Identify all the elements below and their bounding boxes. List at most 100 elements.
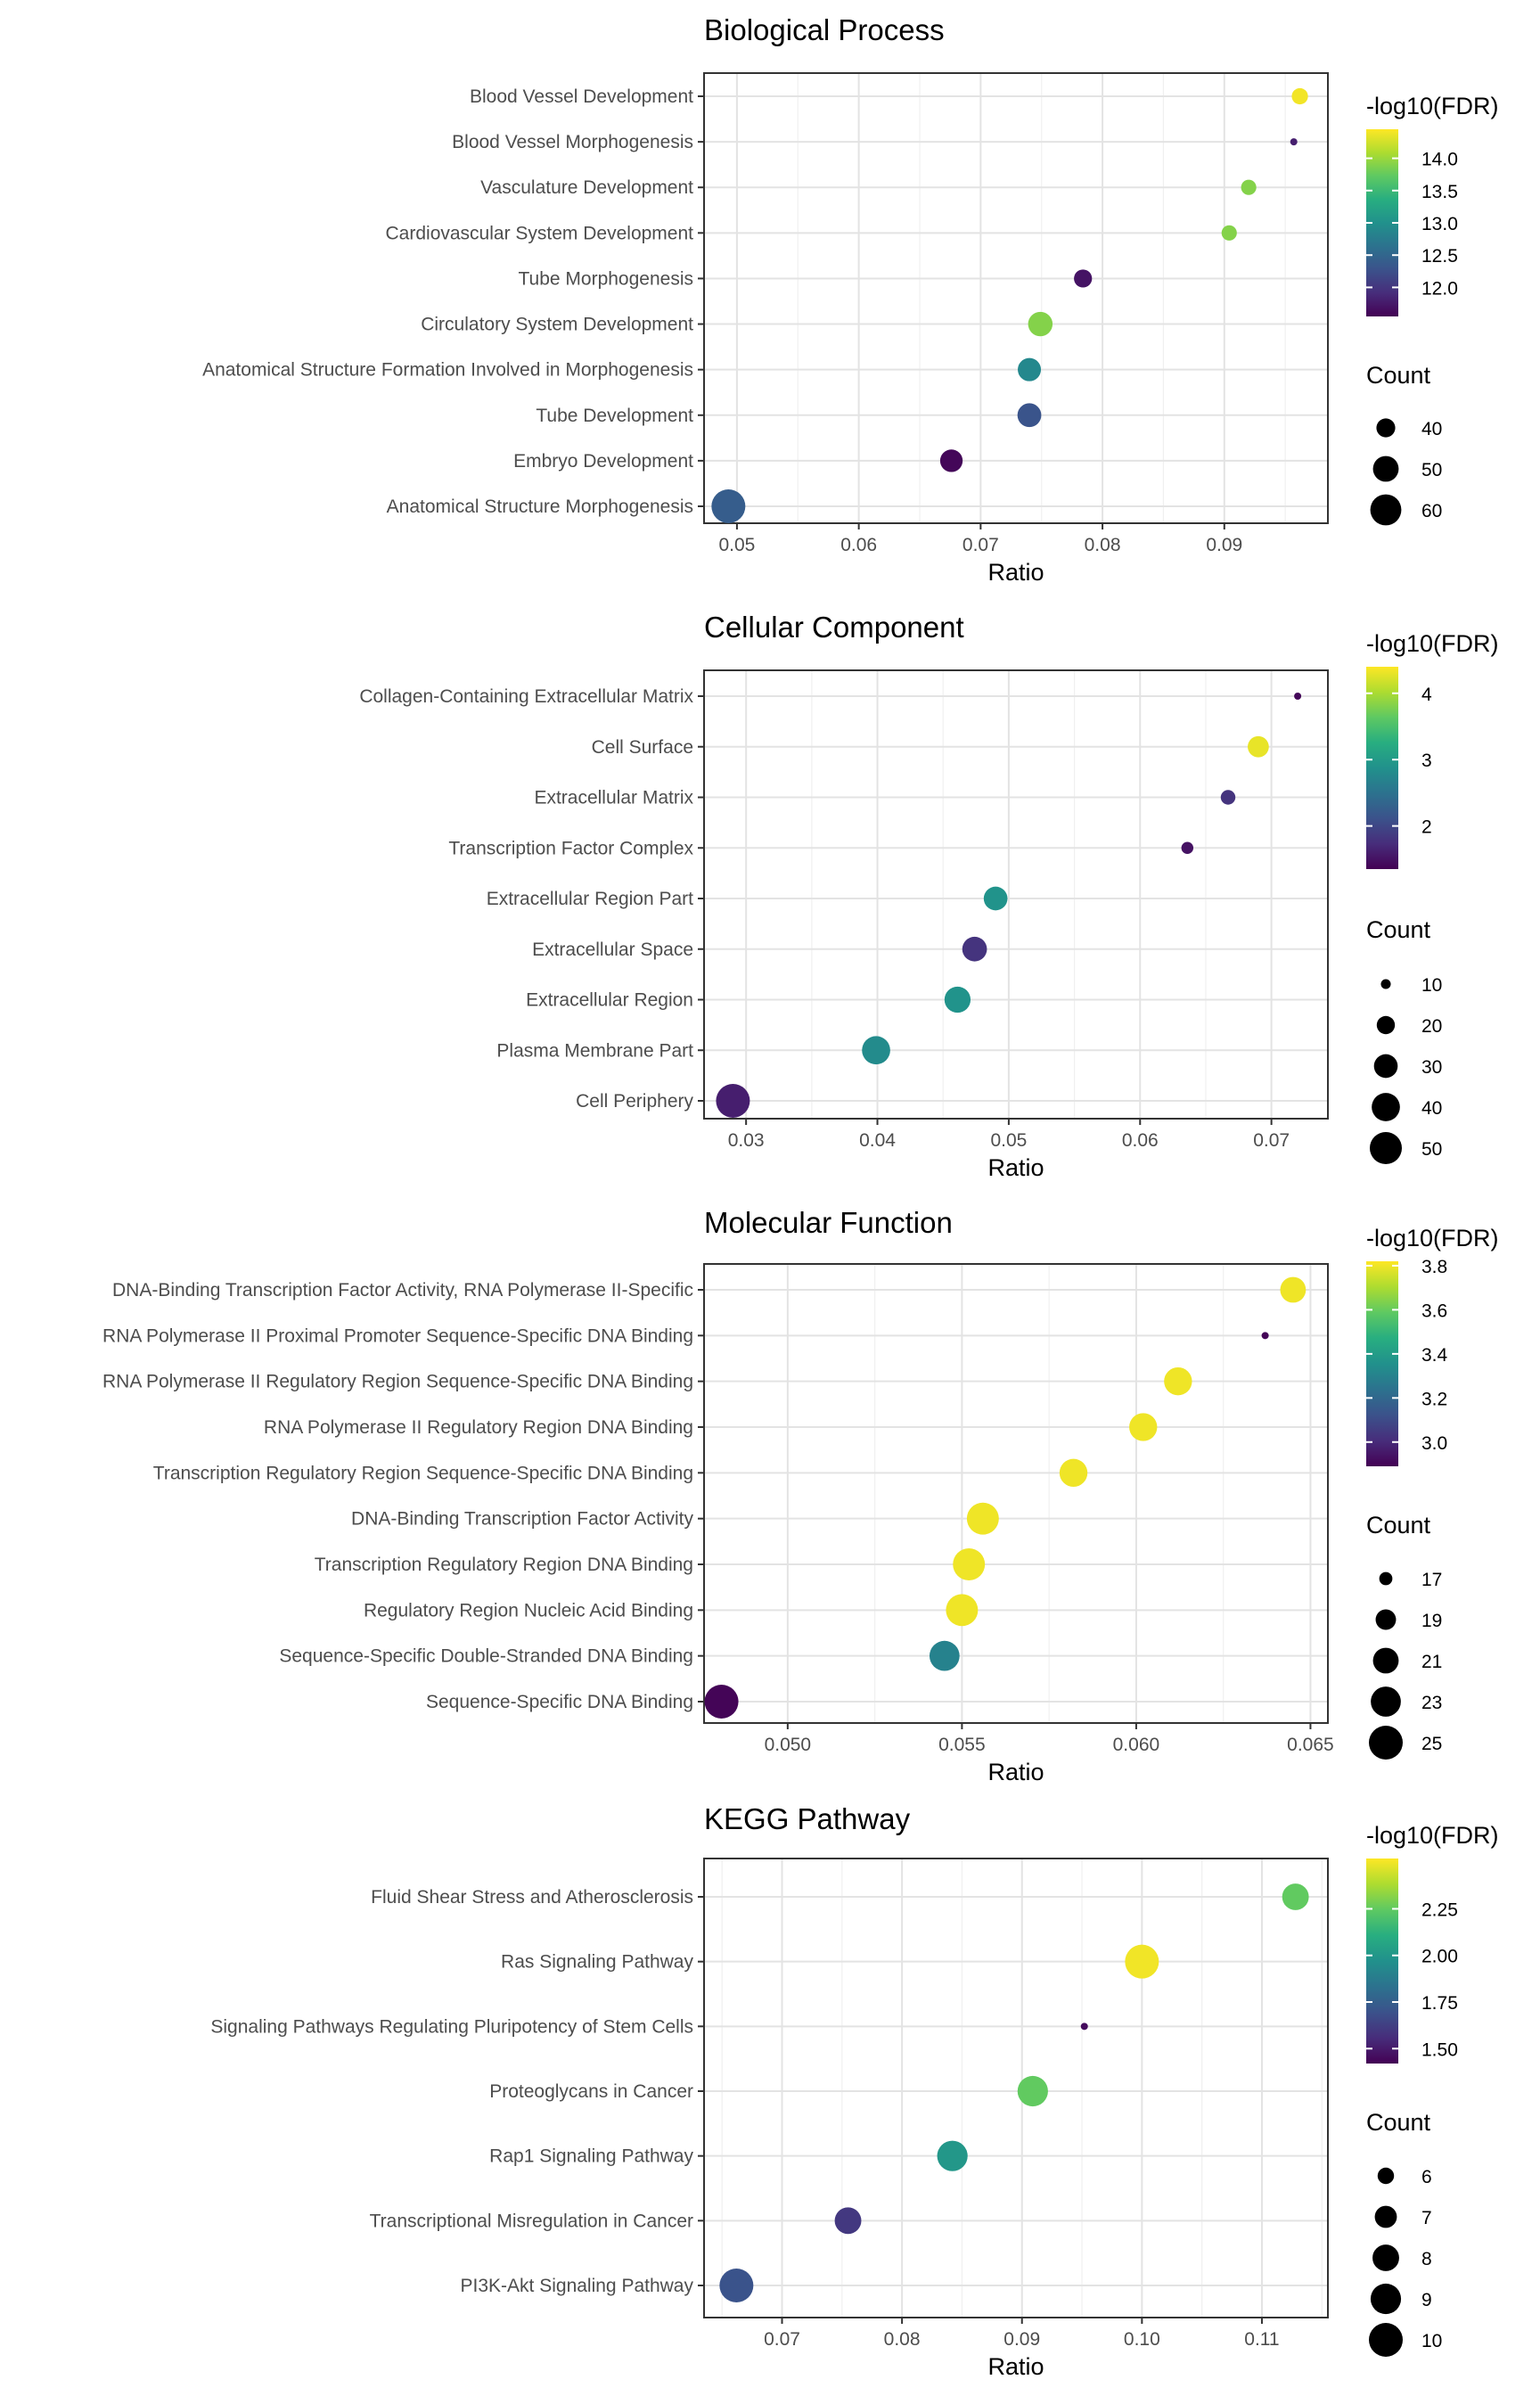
size-legend-label: 50 (1421, 460, 1442, 480)
size-legend-label: 10 (1421, 2331, 1442, 2351)
data-point (834, 2207, 862, 2235)
data-point (1028, 311, 1053, 337)
y-tick-label: Vasculature Development (480, 177, 693, 198)
y-tick-label: Transcription Regulatory Region DNA Bind… (315, 1555, 693, 1575)
y-tick-label: DNA-Binding Transcription Factor Activit… (112, 1280, 693, 1301)
x-tick-label: 0.05 (990, 1130, 1027, 1151)
colorbar-label: 2.00 (1421, 1947, 1458, 1967)
y-tick-label: Proteoglycans in Cancer (489, 2081, 693, 2102)
x-tick-label: 0.09 (1206, 535, 1242, 555)
data-point (946, 1594, 979, 1627)
y-tick-label: Cardiovascular System Development (386, 223, 694, 243)
size-legend-label: 40 (1421, 1098, 1442, 1119)
y-tick-label: Embryo Development (513, 451, 693, 472)
size-legend-label: 30 (1421, 1057, 1442, 1078)
size-legend-title: Count (1366, 2109, 1431, 2136)
size-legend-label: 8 (1421, 2249, 1432, 2269)
y-tick-label: Anatomical Structure Formation Involved … (202, 360, 693, 381)
size-legend-key (1370, 2283, 1402, 2315)
size-legend-key (1376, 1015, 1396, 1035)
size-legend-label: 50 (1421, 1139, 1442, 1160)
data-point (944, 986, 971, 1013)
size-legend-label: 9 (1421, 2290, 1432, 2310)
plot-border (703, 72, 1329, 524)
data-point (937, 2140, 968, 2171)
y-tick-label: Sequence-Specific Double-Stranded DNA Bi… (279, 1646, 693, 1667)
size-legend-key (1372, 1093, 1400, 1121)
x-tick-label: 0.10 (1124, 2329, 1160, 2350)
color-legend-title: -log10(FDR) (1366, 93, 1499, 119)
y-tick-label: Blood Vessel Morphogenesis (452, 132, 693, 152)
x-axis-title: Ratio (987, 559, 1044, 586)
data-point (1282, 1883, 1309, 1910)
data-point (1241, 179, 1257, 195)
y-tick-label: Transcriptional Misregulation in Cancer (370, 2211, 693, 2231)
data-point (1018, 357, 1042, 382)
size-legend-key (1380, 979, 1391, 989)
colorbar-label: 14.0 (1421, 150, 1458, 170)
x-axis-title: Ratio (987, 1154, 1044, 1181)
colorbar-label: 1.75 (1421, 1993, 1458, 2014)
panel-title: Molecular Function (704, 1206, 953, 1239)
data-point (1261, 1332, 1269, 1340)
size-legend-label: 20 (1421, 1016, 1442, 1037)
size-legend-key (1377, 2167, 1395, 2185)
x-tick-label: 0.09 (1003, 2329, 1040, 2350)
x-tick-label: 0.08 (884, 2329, 921, 2350)
data-point (1125, 1944, 1159, 1979)
color-legend-title: -log10(FDR) (1366, 1225, 1499, 1251)
data-point (1291, 87, 1308, 105)
size-legend-key (1375, 1609, 1397, 1630)
data-point (862, 1036, 890, 1065)
y-tick-label: Regulatory Region Nucleic Acid Binding (364, 1600, 693, 1621)
y-tick-label: Collagen-Containing Extracellular Matrix (359, 686, 693, 707)
y-tick-label: DNA-Binding Transcription Factor Activit… (351, 1509, 693, 1530)
plot-border (703, 1263, 1329, 1724)
size-legend-label: 23 (1421, 1693, 1442, 1713)
data-point (1248, 735, 1269, 758)
panel-4: KEGG Pathway Fluid Shear Stress and Ather… (210, 1802, 1498, 2380)
colorbar (1366, 1261, 1398, 1466)
data-point (1074, 269, 1093, 288)
data-point (1129, 1413, 1158, 1441)
y-tick-label: Transcription Regulatory Region Sequence… (153, 1463, 693, 1483)
x-axis-title: Ratio (987, 1759, 1044, 1785)
panel-3: Molecular Function DNA-Binding Transcript… (102, 1206, 1499, 1785)
data-point (1059, 1458, 1088, 1488)
x-tick-label: 0.07 (1253, 1130, 1290, 1151)
y-tick-label: Rap1 Signaling Pathway (489, 2146, 693, 2167)
y-tick-label: Cell Surface (592, 737, 693, 758)
data-point (1290, 138, 1298, 146)
data-point (1017, 403, 1042, 428)
plot-border (703, 669, 1329, 1120)
panel-1: Biological Process Blood Vessel Developme… (202, 13, 1498, 586)
size-legend-title: Count (1366, 916, 1431, 943)
size-legend-key (1374, 2205, 1397, 2228)
size-legend-label: 25 (1421, 1734, 1442, 1754)
data-point (1294, 693, 1302, 700)
size-legend-label: 19 (1421, 1611, 1442, 1631)
colorbar-label: 3.6 (1421, 1301, 1447, 1321)
plot-border (703, 1858, 1329, 2318)
size-legend-key (1370, 494, 1402, 526)
size-legend-key (1369, 2323, 1403, 2357)
data-point (939, 449, 963, 472)
colorbar-label: 12.0 (1421, 278, 1458, 299)
color-legend-title: -log10(FDR) (1366, 1822, 1499, 1849)
data-point (1220, 790, 1236, 805)
colorbar-label: 3 (1421, 751, 1432, 771)
size-legend-key (1372, 2244, 1399, 2271)
x-tick-label: 0.07 (764, 2329, 800, 2350)
plot-background (704, 1264, 1328, 1723)
size-legend-title: Count (1366, 1512, 1431, 1539)
size-legend-label: 6 (1421, 2167, 1432, 2187)
data-point (953, 1548, 986, 1580)
colorbar-label: 3.2 (1421, 1389, 1447, 1409)
panel-title: KEGG Pathway (704, 1802, 911, 1835)
size-legend-label: 17 (1421, 1570, 1442, 1590)
plot-background (704, 670, 1328, 1119)
x-tick-label: 0.07 (962, 535, 999, 555)
data-point (1164, 1366, 1192, 1396)
y-tick-label: Extracellular Space (532, 940, 693, 960)
colorbar-label: 3.4 (1421, 1345, 1448, 1366)
